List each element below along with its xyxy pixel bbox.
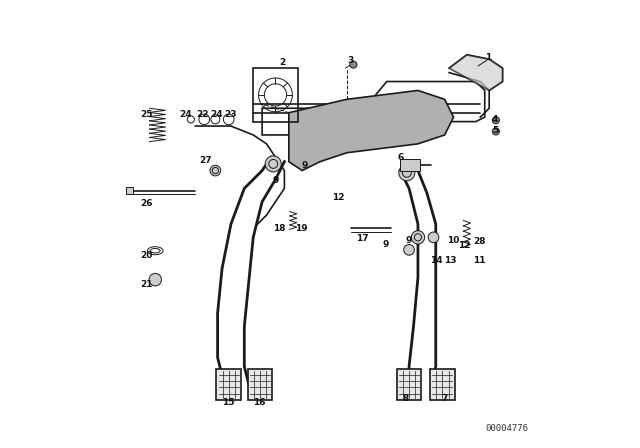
Text: 3: 3 — [347, 56, 353, 65]
Bar — [216, 369, 241, 400]
Text: 9: 9 — [272, 176, 278, 185]
Polygon shape — [289, 90, 454, 171]
Text: 17: 17 — [356, 234, 369, 243]
Text: 2: 2 — [279, 58, 285, 67]
Text: 24: 24 — [179, 110, 192, 120]
Text: 6: 6 — [397, 153, 403, 162]
Text: 25: 25 — [140, 110, 152, 120]
Text: 7: 7 — [442, 394, 448, 403]
Bar — [253, 68, 298, 121]
Text: 9: 9 — [301, 161, 308, 170]
Bar — [430, 369, 454, 400]
Text: 13: 13 — [444, 256, 457, 265]
Circle shape — [265, 156, 281, 172]
Circle shape — [428, 232, 439, 243]
Circle shape — [149, 273, 161, 286]
Text: 5: 5 — [492, 126, 498, 135]
Circle shape — [404, 245, 414, 255]
Text: 4: 4 — [492, 115, 498, 124]
Text: 15: 15 — [221, 397, 234, 407]
Text: 8: 8 — [403, 394, 409, 403]
Bar — [397, 369, 421, 400]
Text: 11: 11 — [473, 256, 486, 265]
Bar — [400, 159, 420, 172]
Text: 00004776: 00004776 — [486, 424, 529, 433]
Text: 9: 9 — [406, 237, 412, 246]
Text: 28: 28 — [473, 237, 486, 246]
Circle shape — [399, 165, 415, 181]
Text: 10: 10 — [447, 237, 460, 246]
Polygon shape — [449, 55, 502, 90]
Text: 1: 1 — [484, 52, 491, 61]
Circle shape — [492, 128, 499, 135]
Text: 21: 21 — [140, 280, 152, 289]
Text: 12: 12 — [332, 193, 344, 202]
Text: 9: 9 — [383, 240, 389, 249]
Text: 14: 14 — [430, 256, 443, 265]
Text: 19: 19 — [295, 224, 308, 233]
Text: 23: 23 — [224, 110, 236, 120]
Text: 18: 18 — [273, 224, 285, 233]
Bar — [248, 369, 272, 400]
Text: 24: 24 — [211, 110, 223, 120]
Text: 26: 26 — [140, 199, 152, 208]
Circle shape — [210, 165, 221, 176]
Text: 27: 27 — [199, 156, 212, 165]
Text: 20: 20 — [140, 251, 152, 260]
Circle shape — [412, 231, 424, 244]
Circle shape — [350, 61, 357, 68]
Text: 16: 16 — [253, 397, 265, 407]
Circle shape — [492, 116, 499, 124]
Text: 22: 22 — [196, 110, 209, 120]
Bar — [126, 188, 133, 194]
Text: 12: 12 — [458, 241, 471, 250]
